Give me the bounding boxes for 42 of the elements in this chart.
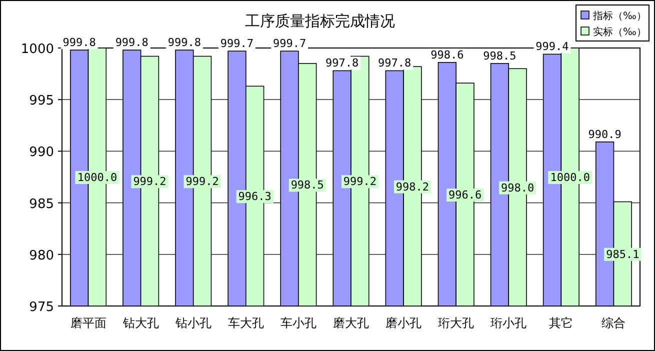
y-tick-label: 990	[29, 145, 54, 160]
data-label: 999.7	[272, 37, 306, 50]
data-label: 996.6	[448, 188, 482, 202]
y-tick-label: 995	[29, 94, 54, 109]
data-label: 996.3	[238, 190, 272, 204]
data-label: 998.6	[430, 48, 464, 62]
data-label: 998.5	[483, 49, 516, 62]
data-label: 999.7	[220, 37, 254, 50]
x-tick-label: 综合	[602, 316, 626, 330]
x-tick-label: 车小孔	[280, 316, 316, 330]
x-tick-label: 钻大孔	[122, 316, 159, 330]
y-tick-label: 980	[29, 248, 54, 264]
chart-title: 工序质量指标完成情况	[245, 12, 395, 30]
data-label: 999.2	[343, 175, 376, 188]
data-label: 985.1	[606, 248, 640, 261]
data-label: 999.2	[186, 175, 219, 188]
x-tick-label: 磨小孔	[386, 316, 422, 330]
x-tick-label: 钻小孔	[174, 316, 212, 330]
x-tick-label: 其它	[549, 316, 574, 330]
y-tick-label: 985	[29, 196, 54, 212]
data-label: 998.0	[501, 181, 534, 194]
x-tick-label: 磨平面	[70, 316, 106, 330]
x-tick-label: 珩大孔	[438, 316, 474, 330]
data-label: 997.8	[378, 56, 412, 70]
data-label: 999.8	[115, 36, 148, 50]
data-label: 999.2	[133, 175, 166, 188]
data-label: 997.8	[326, 56, 359, 70]
data-label: 999.4	[536, 40, 570, 54]
data-label: 990.9	[588, 128, 622, 141]
data-label: 998.2	[396, 180, 430, 194]
data-label: 999.8	[168, 36, 201, 50]
x-tick-label: 车大孔	[228, 316, 264, 330]
x-tick-label: 珩小孔	[490, 316, 527, 330]
data-label: 998.5	[290, 178, 324, 192]
x-tick-label: 磨大孔	[333, 316, 369, 330]
data-label: 1000.0	[77, 171, 118, 184]
data-label: 1000.0	[550, 171, 590, 184]
y-tick-label: 1000	[20, 42, 54, 57]
y-tick-label: 975	[29, 300, 54, 315]
data-label: 999.8	[62, 36, 96, 50]
legend-label: 实标（‰）	[593, 26, 646, 38]
legend-label: 指标（‰）	[592, 10, 646, 22]
